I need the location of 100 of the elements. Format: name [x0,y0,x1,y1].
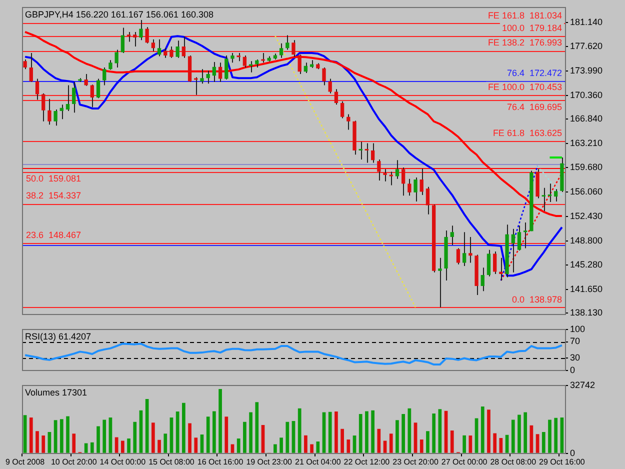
bar [554,418,558,453]
candlestick [420,168,424,196]
bar [48,432,52,453]
candlestick [114,49,118,68]
bar [249,412,252,453]
bar [236,438,240,453]
bar [218,389,222,453]
candlestick [438,257,442,308]
x-tick-label: 10 Oct 20:00 [50,457,98,466]
candlestick [292,40,296,58]
candlestick [358,141,362,160]
candlestick [126,31,131,42]
candlestick [279,42,284,58]
candlestick [346,114,350,130]
bar [408,408,412,453]
bar [358,414,362,453]
bar [383,440,387,453]
bar [450,430,454,453]
x-tick-label: 22 Oct 12:00 [344,457,390,466]
bar [194,438,198,453]
y-tick-label: 181.140 [570,17,603,28]
ref-line-label: 38.2 154.337 [26,190,82,201]
ref-line-label: 23.6 148.467 [26,230,82,240]
bar [36,431,39,453]
y-tick-label: 177.620 [570,40,603,51]
ref-line-label: FE 61.8 163.625 [492,128,562,138]
y-tick-label: 141.650 [570,284,603,294]
x-tick-label: 16 Oct 16:00 [197,457,244,466]
candlestick [170,46,174,58]
candlestick [176,40,180,58]
candlestick [60,104,64,120]
bar [536,434,540,453]
bar [206,416,210,453]
candlestick [248,60,253,73]
candlestick [480,267,484,292]
bar [188,423,192,453]
x-tick-label: 15 Oct 08:00 [148,457,195,466]
x-tick-label: 28 Oct 08:00 [490,457,537,466]
candlestick [35,78,40,100]
candlestick [377,158,381,181]
candlestick [48,98,52,126]
bar [224,416,228,453]
bar [23,415,27,453]
candlestick [548,183,552,203]
bar [480,406,484,453]
candlestick [242,55,247,68]
candlestick [261,52,265,64]
bar [151,422,155,453]
bar [414,422,418,453]
candlestick [29,52,33,83]
bar [158,440,161,453]
bar [102,420,106,453]
x-tick-label: 9 Oct 2008 [5,457,46,466]
y-tick-label: 148.800 [570,235,603,246]
candlestick [145,26,149,44]
bar [200,434,204,453]
chart-title: Volumes 17301 [25,387,88,398]
bar [66,416,70,453]
x-tick-label: 27 Oct 00:00 [441,457,488,466]
candlestick [364,142,369,164]
candlestick [151,38,156,52]
x-tick-label: 14 Oct 00:00 [100,457,146,466]
candlestick [54,108,58,126]
ref-line-label: 76.4 169.695 [506,102,562,112]
candlestick [139,20,143,41]
candlestick [23,58,27,70]
candlestick [517,225,522,251]
bar [426,431,430,453]
candlestick [194,76,198,96]
bar [346,439,350,453]
y-tick-label: 0 [570,365,576,376]
candlestick [486,249,491,277]
candlestick [542,187,546,212]
x-tick-label: 21 Oct 04:00 [295,457,342,466]
bar [182,402,186,453]
y-tick-label: 156.060 [570,186,603,196]
candlestick [286,34,290,50]
candlestick [408,178,412,196]
candlestick [90,84,94,108]
candlestick [84,73,88,86]
bar [243,422,246,453]
bar [328,412,332,453]
bar [133,422,137,453]
candlestick [322,66,326,86]
candlestick [511,228,515,273]
candlestick [401,167,406,196]
bar [164,434,168,453]
bar [505,434,509,453]
bar [286,422,290,453]
bar [542,432,546,453]
candlestick [206,70,210,84]
y-tick-label: 138.130 [570,308,603,318]
bar [499,438,503,453]
bar [511,420,515,453]
bar [84,443,88,453]
ref-line-label: 50.0 159.081 [26,174,82,184]
candlestick [108,60,112,70]
bar [292,421,296,453]
candlestick [328,78,332,94]
bar [316,442,320,453]
